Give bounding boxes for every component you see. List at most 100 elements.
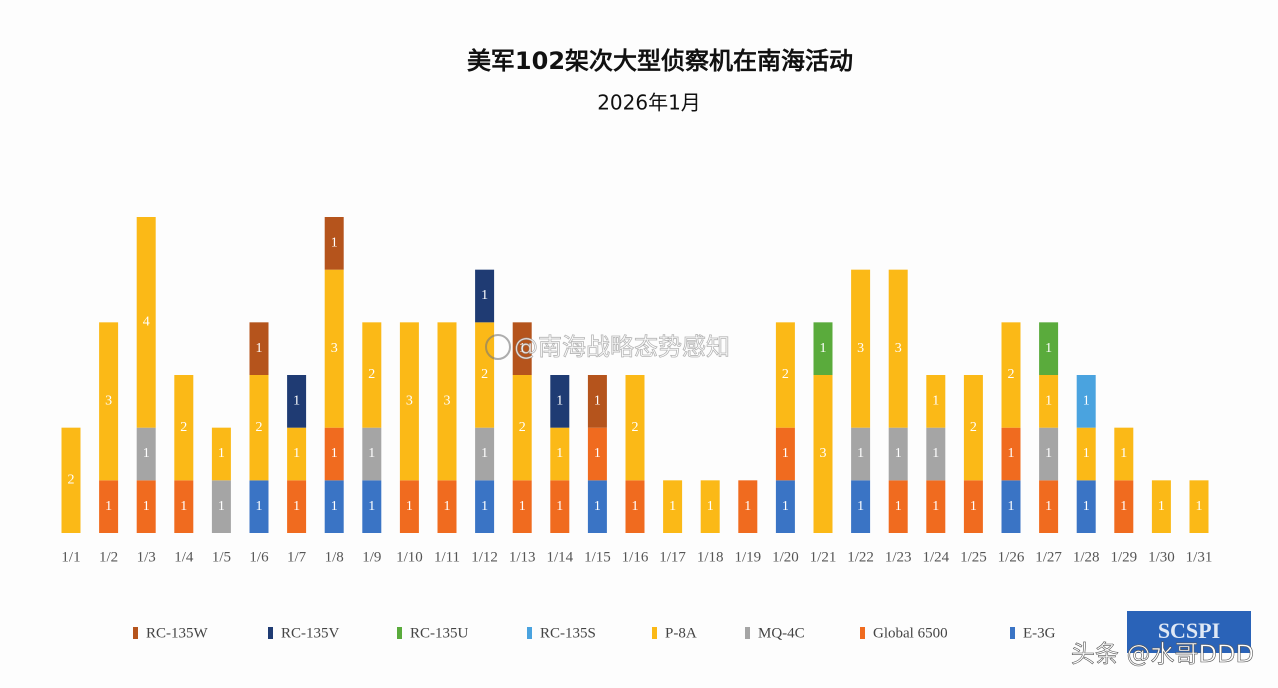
x-tick-label: 1/19 xyxy=(734,549,761,565)
bar-segment xyxy=(324,217,344,270)
data-label: 2 xyxy=(782,367,789,382)
bar-segment xyxy=(587,375,607,428)
data-label: 1 xyxy=(707,499,714,514)
data-label: 1 xyxy=(481,446,488,461)
bar-segment xyxy=(813,322,833,375)
x-tick-label: 1/11 xyxy=(434,549,460,565)
data-label: 3 xyxy=(331,341,338,356)
x-tick-label: 1/5 xyxy=(212,549,231,565)
data-label: 1 xyxy=(1083,499,1090,514)
data-label: 4 xyxy=(143,315,150,330)
bar-segment xyxy=(211,480,231,533)
x-tick-label: 1/28 xyxy=(1073,549,1100,565)
bar-segment xyxy=(1001,480,1021,533)
x-tick-label: 1/4 xyxy=(174,549,194,565)
data-label: 3 xyxy=(895,341,902,356)
x-tick-label: 1/15 xyxy=(584,549,611,565)
data-label: 1 xyxy=(970,499,977,514)
data-label: 1 xyxy=(857,499,864,514)
bar-segment xyxy=(963,375,983,481)
bar-segment xyxy=(1076,375,1096,428)
data-label: 2 xyxy=(256,420,263,435)
bar-segment xyxy=(888,269,908,428)
bar-segment xyxy=(324,480,344,533)
bar-segment xyxy=(287,480,307,533)
legend-label: E-3G xyxy=(1023,625,1056,641)
data-label: 1 xyxy=(481,288,488,303)
data-label: 3 xyxy=(857,341,864,356)
bar-segment xyxy=(1076,427,1096,481)
bar-segment xyxy=(362,427,382,481)
data-label: 3 xyxy=(444,394,451,409)
data-label: 2 xyxy=(368,367,375,382)
bar-segment xyxy=(587,480,607,533)
x-tick-label: 1/21 xyxy=(810,549,837,565)
data-label: 1 xyxy=(293,499,300,514)
bar-segment xyxy=(550,375,570,428)
data-label: 1 xyxy=(1083,446,1090,461)
data-label: 1 xyxy=(1008,499,1015,514)
legend-label: RC-135W xyxy=(146,625,209,641)
legend-label: RC-135S xyxy=(540,625,596,641)
bar-segment xyxy=(851,269,871,428)
data-label: 3 xyxy=(820,446,827,461)
bar-segment xyxy=(550,427,570,481)
x-tick-label: 1/2 xyxy=(99,549,118,565)
bar-segment xyxy=(399,480,419,533)
bar-segment xyxy=(550,480,570,533)
bar-segment xyxy=(775,427,795,481)
bar-segment xyxy=(625,480,645,533)
data-label: 1 xyxy=(293,394,300,409)
bar-segment xyxy=(475,322,495,428)
data-label: 1 xyxy=(1008,446,1015,461)
data-label: 3 xyxy=(406,394,413,409)
bar-segment xyxy=(512,322,532,375)
x-tick-label: 1/31 xyxy=(1186,549,1213,565)
x-tick-label: 1/25 xyxy=(960,549,987,565)
bar-segment xyxy=(1001,322,1021,428)
bar-segment xyxy=(324,269,344,428)
data-label: 1 xyxy=(1045,341,1052,356)
data-label: 1 xyxy=(1083,394,1090,409)
legend-swatch xyxy=(652,627,657,639)
data-label: 1 xyxy=(519,341,526,356)
chart-title: 美军102架次大型侦察机在南海活动 xyxy=(467,47,853,75)
data-label: 1 xyxy=(782,499,789,514)
bar-segment xyxy=(475,269,495,323)
x-tick-label: 1/6 xyxy=(249,549,269,565)
bar-segment xyxy=(888,427,908,481)
data-label: 2 xyxy=(970,420,977,435)
data-label: 1 xyxy=(857,446,864,461)
bar-segment xyxy=(136,217,156,428)
legend-label: P-8A xyxy=(665,625,697,641)
bar-segment xyxy=(1001,427,1021,481)
data-label: 1 xyxy=(105,499,112,514)
bar-segment xyxy=(249,375,269,481)
data-label: 1 xyxy=(932,499,939,514)
bar-segment xyxy=(926,480,946,533)
data-label: 1 xyxy=(444,499,451,514)
data-label: 1 xyxy=(669,499,676,514)
bar-segment xyxy=(437,480,457,533)
bar-segment xyxy=(249,322,269,375)
data-label: 1 xyxy=(1158,499,1165,514)
bar-segment xyxy=(1189,480,1209,533)
bar-segment xyxy=(851,427,871,481)
data-label: 1 xyxy=(594,394,601,409)
data-label: 1 xyxy=(218,446,225,461)
bar-segment xyxy=(475,427,495,481)
x-tick-label: 1/13 xyxy=(509,549,536,565)
chart-subtitle: 2026年1月 xyxy=(597,91,701,115)
x-tick-label: 1/14 xyxy=(546,549,573,565)
data-label: 2 xyxy=(180,420,187,435)
data-label: 1 xyxy=(180,499,187,514)
data-label: 1 xyxy=(406,499,413,514)
data-label: 1 xyxy=(782,446,789,461)
bar-segment xyxy=(1039,480,1059,533)
data-label: 1 xyxy=(368,446,375,461)
bar-segment xyxy=(512,480,532,533)
bar-segment xyxy=(362,322,382,428)
x-tick-label: 1/27 xyxy=(1035,549,1062,565)
bar-segment xyxy=(324,427,344,481)
